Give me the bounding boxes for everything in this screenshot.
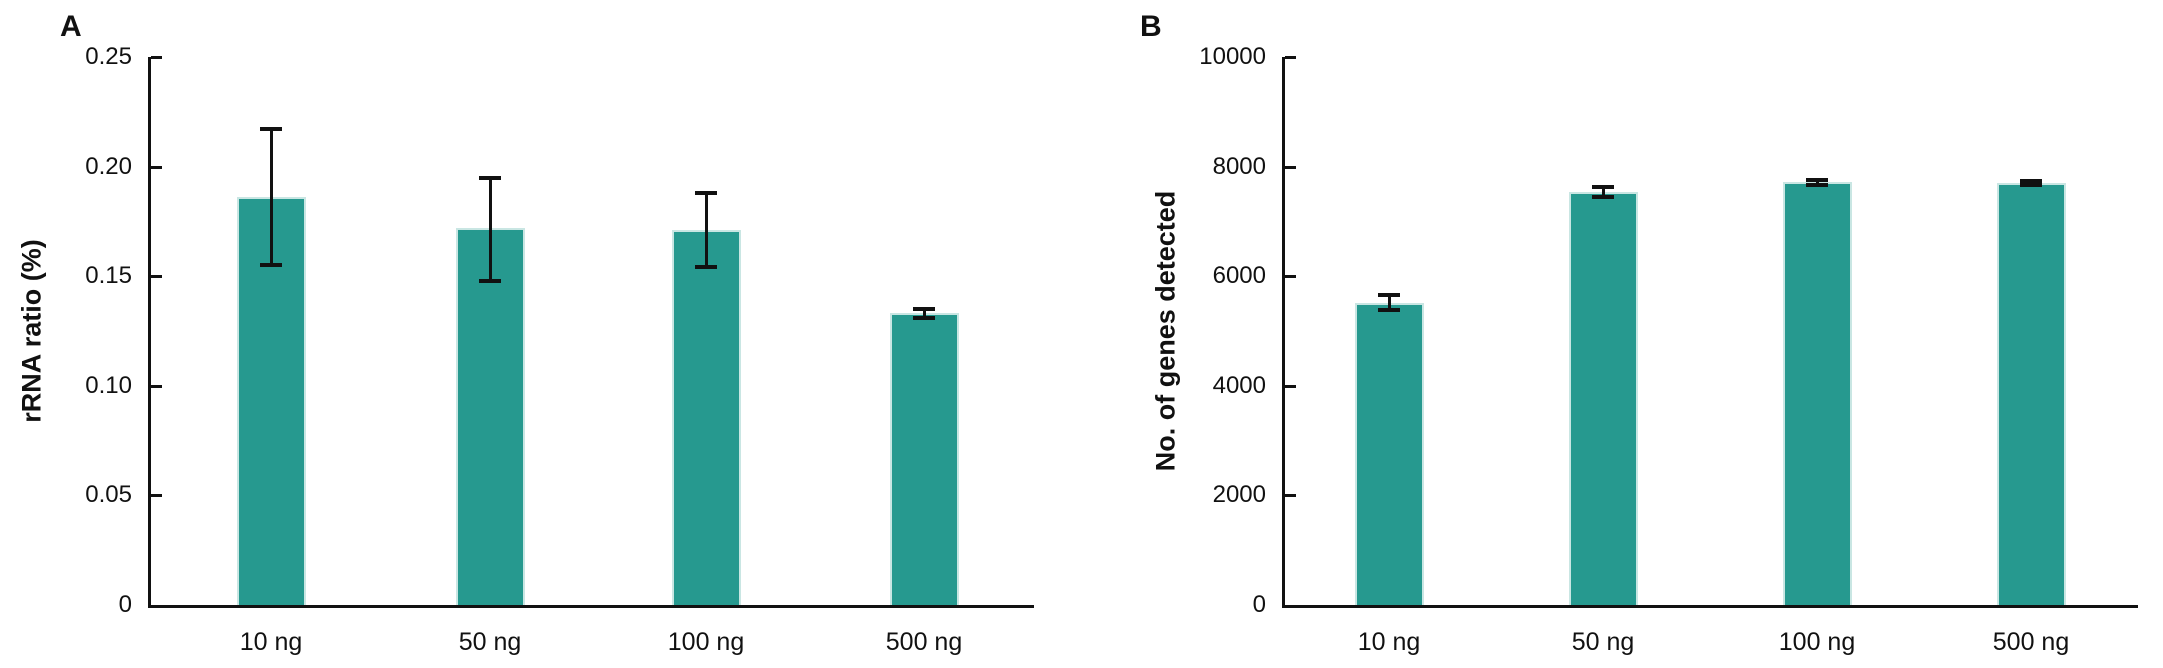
y-axis-line — [148, 57, 151, 608]
y-axis-line — [1282, 57, 1285, 608]
x-axis-line — [148, 605, 1034, 608]
panel-a-letter: A — [60, 10, 82, 43]
y-tick-label: 0 — [118, 591, 132, 618]
bar — [1354, 302, 1424, 605]
x-tick-label: 500 ng — [885, 628, 963, 656]
y-tick-mark — [151, 56, 162, 59]
error-bar-cap-top — [260, 127, 282, 132]
y-tick-label: 8000 — [1212, 152, 1266, 180]
error-bar-cap-bottom — [1806, 182, 1828, 187]
x-tick-label: 10 ng — [1357, 628, 1421, 656]
error-bar-cap-bottom — [479, 278, 501, 283]
bar — [1568, 191, 1638, 605]
x-tick-label: 500 ng — [1992, 628, 2070, 656]
y-tick-mark — [1285, 56, 1296, 59]
x-tick-label: 50 ng — [1571, 628, 1635, 656]
y-tick-mark — [1285, 165, 1296, 169]
error-bar-cap-bottom — [695, 265, 717, 270]
y-tick-mark — [1285, 384, 1296, 388]
y-tick-label: 0.10 — [85, 371, 132, 399]
error-bar-line — [269, 129, 273, 266]
error-bar-cap-bottom — [1378, 308, 1400, 313]
error-bar-cap-top — [695, 190, 717, 195]
error-bar-cap-top — [1378, 292, 1400, 297]
x-axis-line — [1282, 605, 2138, 608]
y-tick-mark — [151, 494, 162, 498]
y-tick-label: 0.25 — [85, 43, 132, 70]
bar — [671, 230, 741, 605]
panel-b-letter: B — [1140, 10, 1162, 43]
error-bar-cap-top — [1806, 178, 1828, 183]
y-tick-label: 0.05 — [85, 481, 132, 509]
y-tick-label: 2000 — [1212, 481, 1266, 509]
x-tick-label: 100 ng — [1778, 628, 1856, 656]
y-tick-label: 0.15 — [85, 262, 132, 290]
y-tick-label: 6000 — [1212, 262, 1266, 290]
error-bar-line — [1601, 186, 1605, 197]
error-bar-cap-bottom — [260, 263, 282, 268]
error-bar-cap-top — [2020, 179, 2042, 184]
bar — [1782, 182, 1852, 605]
y-tick-label: 10000 — [1199, 43, 1266, 70]
error-bar-line — [704, 192, 708, 268]
error-bar-cap-top — [1592, 184, 1614, 189]
panel-b-y-axis-title: No. of genes detected — [1150, 190, 1181, 472]
y-tick-mark — [151, 165, 162, 169]
y-tick-mark — [1285, 494, 1296, 498]
bar — [889, 313, 959, 605]
bar — [1996, 183, 2066, 605]
y-tick-mark — [151, 275, 162, 279]
y-tick-mark — [1285, 275, 1296, 279]
y-tick-label: 4000 — [1212, 371, 1266, 399]
y-tick-mark — [151, 384, 162, 388]
y-tick-label: 0.20 — [85, 152, 132, 180]
error-bar-line — [922, 309, 926, 318]
x-tick-label: 50 ng — [458, 628, 522, 656]
error-bar-cap-bottom — [1592, 194, 1614, 199]
x-tick-label: 100 ng — [667, 628, 745, 656]
x-tick-label: 10 ng — [239, 628, 303, 656]
error-bar-cap-top — [479, 175, 501, 180]
error-bar-cap-bottom — [913, 315, 935, 320]
y-tick-label: 0 — [1252, 591, 1266, 618]
error-bar-line — [488, 177, 492, 281]
error-bar-cap-bottom — [2020, 182, 2042, 187]
bar — [455, 227, 525, 605]
error-bar-line — [1815, 180, 1819, 185]
error-bar-cap-top — [913, 307, 935, 312]
error-bar-line — [1387, 294, 1391, 311]
